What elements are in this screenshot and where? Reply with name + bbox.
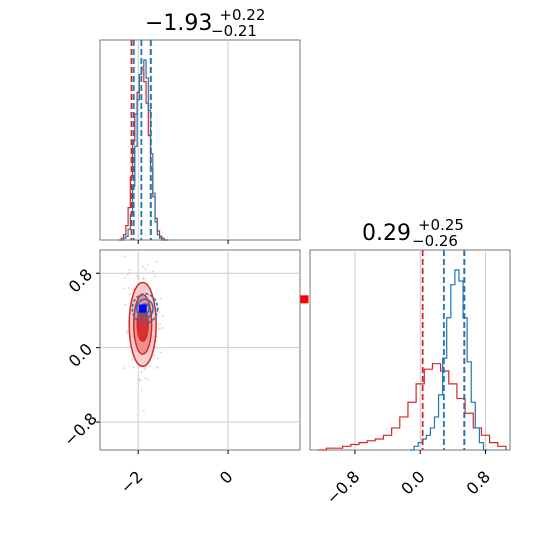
scatter-point bbox=[154, 275, 157, 278]
scatter-point bbox=[158, 323, 161, 326]
blue-contour-2 bbox=[131, 292, 159, 325]
scatter-point bbox=[137, 277, 140, 280]
hist-series-0 bbox=[119, 68, 169, 241]
scatter-point bbox=[144, 268, 147, 271]
scatter-point bbox=[149, 365, 152, 368]
title-top-left: −1.93 +0.22 bbox=[145, 6, 265, 36]
panel-bottom-right: −0.8 0.0 0.8 bbox=[318, 250, 507, 508]
panel-bottom-left: −2 0 −0.8 0.0 0.8 bbox=[60, 250, 309, 497]
hist-series-0 bbox=[318, 363, 507, 451]
panel-top-left bbox=[119, 40, 229, 244]
scatter-point bbox=[146, 378, 149, 381]
scatter-point bbox=[125, 332, 128, 335]
x-tick-label-2: 0.8 bbox=[463, 467, 494, 498]
scatter-point bbox=[161, 315, 164, 318]
x-tick-label-1: 0.0 bbox=[397, 467, 428, 498]
x-tick-label-1: 0 bbox=[216, 467, 237, 488]
scatter-point bbox=[161, 327, 164, 330]
scatter-point bbox=[156, 366, 159, 369]
hist-series-1 bbox=[119, 59, 169, 241]
scatter-point bbox=[126, 329, 129, 332]
scatter-point bbox=[136, 275, 139, 278]
scatter-point bbox=[128, 268, 131, 271]
y-tick-label-2: 0.8 bbox=[65, 265, 96, 296]
scatter-point bbox=[159, 351, 162, 354]
scatter-point bbox=[142, 265, 145, 268]
scatter-point bbox=[142, 409, 145, 412]
scatter-point bbox=[126, 273, 129, 276]
scatter-point bbox=[132, 366, 135, 369]
scatter-point bbox=[140, 389, 143, 392]
scatter-point bbox=[138, 378, 141, 381]
title-bottom-right: 0.29 +0.25 bbox=[362, 216, 464, 246]
scatter-point bbox=[159, 297, 162, 300]
title-top-left-lower: −0.21 bbox=[211, 22, 257, 40]
scatter-point bbox=[156, 357, 159, 360]
scatter-point bbox=[123, 277, 126, 280]
scatter-point bbox=[155, 260, 158, 263]
title-bottom-right-value: 0.29 bbox=[362, 221, 411, 246]
scatter-point bbox=[127, 287, 130, 290]
title-top-left-value: −1.93 bbox=[145, 11, 212, 36]
scatter-point bbox=[128, 271, 131, 274]
scatter-point bbox=[122, 287, 125, 290]
title-bottom-right-lower: −0.26 bbox=[412, 232, 458, 250]
panel-top-left-frame bbox=[99, 39, 301, 241]
scatter-point bbox=[143, 368, 146, 371]
hist-series-1 bbox=[410, 269, 488, 451]
scatter-point bbox=[140, 370, 143, 373]
y-tick-label-0: −0.8 bbox=[60, 409, 101, 450]
scatter-point bbox=[152, 270, 155, 273]
scatter-point bbox=[146, 263, 149, 266]
scatter-point bbox=[142, 276, 145, 279]
scatter-point bbox=[129, 293, 132, 296]
y-tick-label-1: 0.0 bbox=[65, 339, 96, 370]
scatter-point bbox=[124, 303, 127, 306]
panel-bottom-right-frame bbox=[309, 249, 511, 451]
panel-bottom-left-frame bbox=[99, 249, 301, 451]
x-tick-label-0: −0.8 bbox=[322, 467, 363, 508]
title-top-left-upper: +0.22 bbox=[219, 6, 265, 24]
title-bottom-right-upper: +0.25 bbox=[418, 216, 464, 234]
scatter-point bbox=[122, 367, 125, 370]
scatter-point bbox=[144, 366, 147, 369]
scatter-point bbox=[153, 354, 156, 357]
marker-square-1 bbox=[300, 295, 309, 304]
scatter-point bbox=[158, 328, 161, 331]
scatter-point bbox=[131, 357, 134, 360]
scatter-point bbox=[137, 377, 140, 380]
scatter-point bbox=[133, 287, 136, 290]
scatter-point bbox=[158, 311, 161, 314]
blue-contour-1 bbox=[136, 298, 154, 319]
x-tick-label-0: −2 bbox=[117, 467, 147, 497]
marker-square-0 bbox=[138, 304, 147, 313]
scatter-point bbox=[123, 255, 126, 258]
scatter-point bbox=[144, 376, 147, 379]
